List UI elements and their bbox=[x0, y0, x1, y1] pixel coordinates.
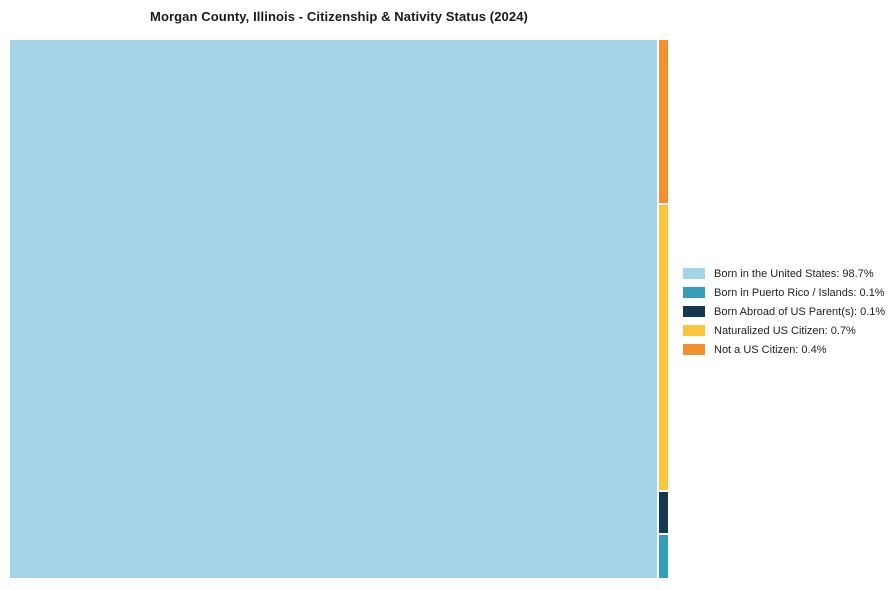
treemap-segment-born-in-puerto-rico-islands bbox=[659, 535, 668, 578]
treemap-segment-not-a-us-citizen bbox=[659, 40, 668, 203]
legend-swatch-icon bbox=[683, 306, 705, 317]
legend-swatch-icon bbox=[683, 344, 705, 355]
legend: Born in the United States: 98.7% Born in… bbox=[683, 264, 885, 359]
legend-swatch-icon bbox=[683, 287, 705, 298]
treemap-segment-born-in-united-states bbox=[10, 40, 657, 578]
legend-label: Born Abroad of US Parent(s): 0.1% bbox=[714, 305, 886, 318]
treemap-segment-born-abroad-of-us-parents bbox=[659, 492, 668, 533]
legend-item-born-in-puerto-rico-islands: Born in Puerto Rico / Islands: 0.1% bbox=[683, 283, 885, 302]
treemap-segment-naturalized-us-citizen bbox=[659, 205, 668, 490]
legend-swatch-icon bbox=[683, 325, 705, 336]
treemap-plot-area bbox=[10, 40, 668, 578]
chart-title: Morgan County, Illinois - Citizenship & … bbox=[150, 9, 528, 24]
legend-label: Born in Puerto Rico / Islands: 0.1% bbox=[714, 286, 885, 299]
legend-item-born-abroad-of-us-parents: Born Abroad of US Parent(s): 0.1% bbox=[683, 302, 885, 321]
legend-label: Born in the United States: 98.7% bbox=[714, 267, 874, 280]
legend-label: Not a US Citizen: 0.4% bbox=[714, 343, 827, 356]
legend-swatch-icon bbox=[683, 268, 705, 279]
legend-label: Naturalized US Citizen: 0.7% bbox=[714, 324, 856, 337]
legend-item-born-in-united-states: Born in the United States: 98.7% bbox=[683, 264, 885, 283]
legend-item-not-a-us-citizen: Not a US Citizen: 0.4% bbox=[683, 340, 885, 359]
legend-item-naturalized-us-citizen: Naturalized US Citizen: 0.7% bbox=[683, 321, 885, 340]
